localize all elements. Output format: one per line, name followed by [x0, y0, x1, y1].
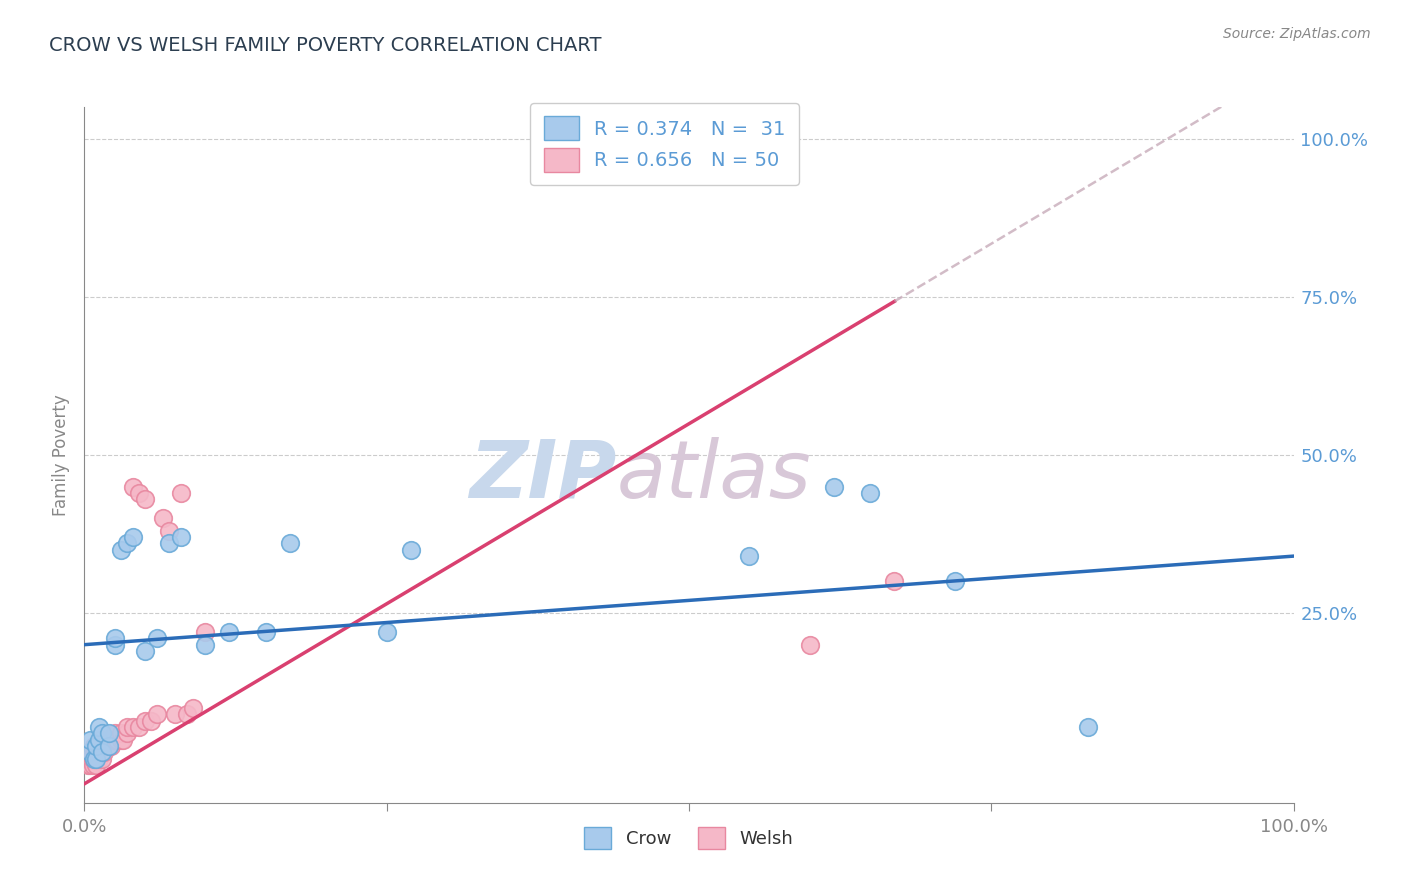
Point [91, 739, 114, 753]
Point [79, 751, 101, 765]
Point [89, 745, 111, 759]
Point [134, 644, 156, 658]
Point [157, 536, 180, 550]
Point [104, 732, 127, 747]
Point [89, 739, 111, 753]
Point [883, 574, 905, 589]
Point [165, 707, 187, 722]
Point [170, 486, 193, 500]
Point [110, 732, 132, 747]
Point [83, 745, 105, 759]
Point [128, 720, 150, 734]
Point [859, 486, 882, 500]
Point [82, 757, 104, 772]
Point [121, 479, 143, 493]
Point [97, 739, 120, 753]
Point [87, 745, 110, 759]
Point [146, 707, 169, 722]
Point [94, 732, 117, 747]
Point [121, 530, 143, 544]
Point [104, 726, 127, 740]
Point [181, 701, 204, 715]
Text: ZIP: ZIP [470, 437, 616, 515]
Point [87, 751, 110, 765]
Point [100, 732, 122, 747]
Point [134, 714, 156, 728]
Point [93, 745, 115, 759]
Point [194, 625, 217, 640]
Point [254, 625, 277, 640]
Y-axis label: Family Poverty: Family Poverty [52, 394, 70, 516]
Point [194, 638, 217, 652]
Point [94, 739, 117, 753]
Point [134, 492, 156, 507]
Point [91, 745, 114, 759]
Point [97, 726, 120, 740]
Point [170, 530, 193, 544]
Point [157, 524, 180, 538]
Point [104, 638, 127, 652]
Point [115, 720, 138, 734]
Point [82, 751, 104, 765]
Text: Source: ZipAtlas.com: Source: ZipAtlas.com [1223, 27, 1371, 41]
Point [105, 732, 128, 747]
Point [823, 479, 845, 493]
Point [87, 732, 110, 747]
Point [1077, 720, 1099, 734]
Legend: Crow, Welsh: Crow, Welsh [576, 820, 801, 856]
Point [104, 632, 127, 646]
Point [79, 732, 101, 747]
Point [399, 542, 422, 557]
Point [86, 757, 108, 772]
Point [112, 732, 135, 747]
Point [79, 757, 101, 772]
Point [83, 751, 105, 765]
Point [121, 720, 143, 734]
Point [77, 757, 100, 772]
Point [375, 625, 398, 640]
Text: CROW VS WELSH FAMILY POVERTY CORRELATION CHART: CROW VS WELSH FAMILY POVERTY CORRELATION… [49, 36, 602, 54]
Point [84, 745, 107, 759]
Point [128, 486, 150, 500]
Point [110, 542, 132, 557]
Point [139, 714, 162, 728]
Point [738, 549, 761, 563]
Point [176, 707, 198, 722]
Point [115, 536, 138, 550]
Point [86, 751, 108, 765]
Point [91, 751, 114, 765]
Point [278, 536, 301, 550]
Point [97, 739, 120, 753]
Point [86, 751, 108, 765]
Point [86, 745, 108, 759]
Point [115, 726, 138, 740]
Point [218, 625, 240, 640]
Point [91, 726, 114, 740]
Point [100, 739, 122, 753]
Point [83, 751, 105, 765]
Point [83, 739, 105, 753]
Point [110, 726, 132, 740]
Point [97, 732, 120, 747]
Point [79, 745, 101, 759]
Point [943, 574, 966, 589]
Point [799, 638, 821, 652]
Point [86, 739, 108, 753]
Point [152, 511, 174, 525]
Point [146, 632, 169, 646]
Point [87, 720, 110, 734]
Text: atlas: atlas [616, 437, 811, 515]
